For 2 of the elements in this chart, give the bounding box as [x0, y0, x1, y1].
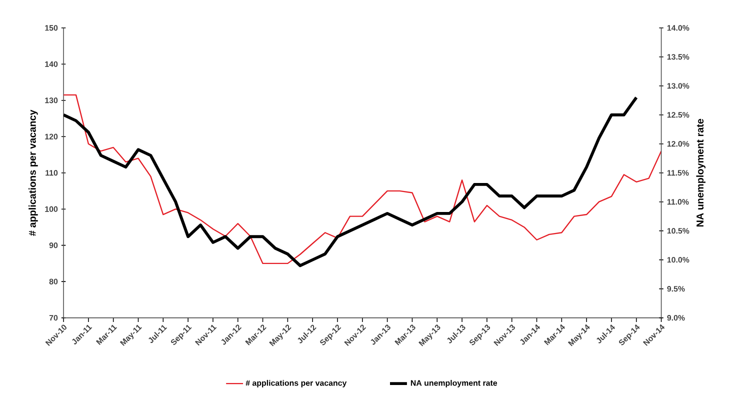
y-axis-title: # applications per vacancy	[28, 110, 38, 236]
y2-axis-title: NA unemployment rate	[696, 118, 706, 226]
